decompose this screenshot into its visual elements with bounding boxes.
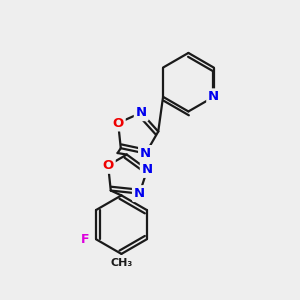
Text: N: N	[208, 90, 219, 103]
Text: N: N	[134, 187, 145, 200]
Text: F: F	[81, 233, 89, 246]
Text: N: N	[136, 106, 147, 119]
Text: O: O	[103, 159, 114, 172]
Text: CH₃: CH₃	[110, 258, 133, 268]
Text: N: N	[142, 163, 153, 176]
Text: O: O	[112, 116, 124, 130]
Text: N: N	[140, 147, 151, 160]
